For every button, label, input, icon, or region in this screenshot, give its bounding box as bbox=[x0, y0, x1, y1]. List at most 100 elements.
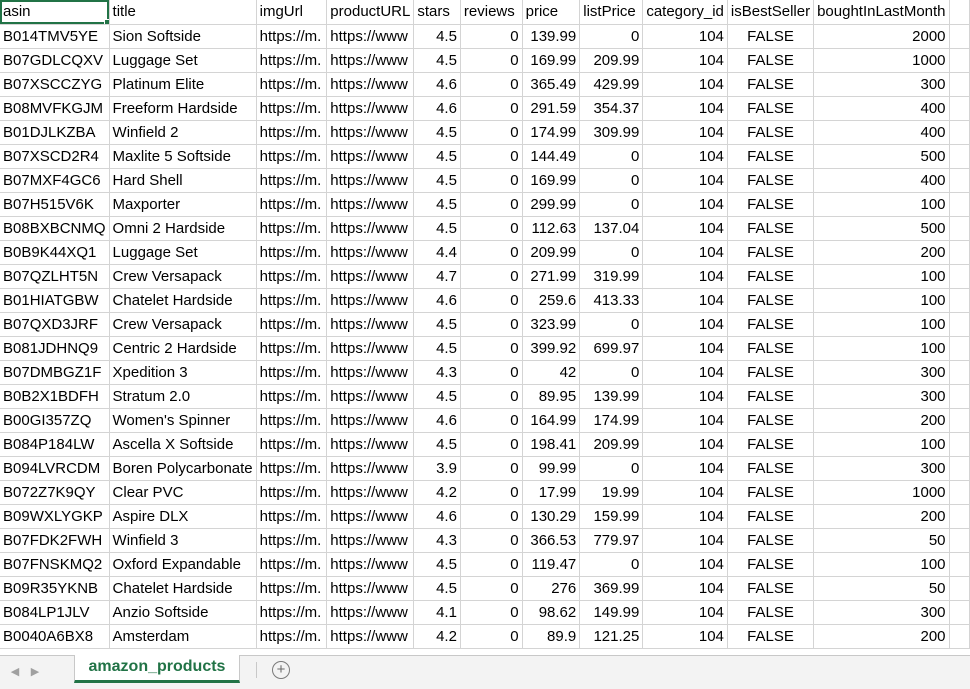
cell-list-price[interactable]: 413.33 bbox=[579, 288, 644, 313]
cell-bought-in-last-month[interactable]: 300 bbox=[813, 360, 950, 385]
cell-bought-in-last-month[interactable]: 200 bbox=[813, 504, 950, 529]
cell-reviews[interactable]: 0 bbox=[460, 288, 523, 313]
cell-category-id[interactable]: 104 bbox=[642, 24, 728, 49]
cell-category-id[interactable]: 104 bbox=[642, 144, 728, 169]
cell-title[interactable]: Oxford Expandable bbox=[109, 552, 257, 577]
empty-cell[interactable] bbox=[949, 96, 970, 121]
cell-asin[interactable]: B01DJLKZBA bbox=[0, 120, 110, 145]
cell-img-url[interactable]: https://m. bbox=[256, 336, 328, 361]
cell-reviews[interactable]: 0 bbox=[460, 72, 523, 97]
cell-bought-in-last-month[interactable]: 1000 bbox=[813, 48, 950, 73]
cell-img-url[interactable]: https://m. bbox=[256, 24, 328, 49]
empty-cell[interactable] bbox=[949, 408, 970, 433]
cell-price[interactable]: 174.99 bbox=[522, 120, 581, 145]
cell-img-url[interactable]: https://m. bbox=[256, 504, 328, 529]
cell-img-url[interactable]: https://m. bbox=[256, 264, 328, 289]
cell-stars[interactable]: 4.7 bbox=[413, 264, 461, 289]
cell-price[interactable]: 169.99 bbox=[522, 48, 581, 73]
cell-product-url[interactable]: https://www bbox=[326, 528, 415, 553]
cell-product-url[interactable]: https://www bbox=[326, 336, 415, 361]
cell-stars[interactable]: 4.5 bbox=[413, 120, 461, 145]
cell-list-price[interactable]: 159.99 bbox=[579, 504, 644, 529]
cell-title[interactable]: Chatelet Hardside bbox=[109, 288, 257, 313]
cell-category-id[interactable]: 104 bbox=[642, 384, 728, 409]
cell-list-price[interactable]: 779.97 bbox=[579, 528, 644, 553]
header-cell-reviews[interactable]: reviews bbox=[460, 0, 523, 25]
cell-product-url[interactable]: https://www bbox=[326, 264, 415, 289]
cell-reviews[interactable]: 0 bbox=[460, 408, 523, 433]
cell-category-id[interactable]: 104 bbox=[642, 408, 728, 433]
cell-title[interactable]: Winfield 2 bbox=[109, 120, 257, 145]
cell-img-url[interactable]: https://m. bbox=[256, 72, 328, 97]
cell-category-id[interactable]: 104 bbox=[642, 72, 728, 97]
cell-bought-in-last-month[interactable]: 300 bbox=[813, 384, 950, 409]
cell-bought-in-last-month[interactable]: 500 bbox=[813, 144, 950, 169]
cell-title[interactable]: Women's Spinner bbox=[109, 408, 257, 433]
cell-category-id[interactable]: 104 bbox=[642, 336, 728, 361]
cell-asin[interactable]: B07H515V6K bbox=[0, 192, 110, 217]
cell-product-url[interactable]: https://www bbox=[326, 192, 415, 217]
cell-bought-in-last-month[interactable]: 2000 bbox=[813, 24, 950, 49]
cell-bought-in-last-month[interactable]: 100 bbox=[813, 192, 950, 217]
cell-list-price[interactable]: 369.99 bbox=[579, 576, 644, 601]
cell-img-url[interactable]: https://m. bbox=[256, 576, 328, 601]
cell-reviews[interactable]: 0 bbox=[460, 432, 523, 457]
cell-img-url[interactable]: https://m. bbox=[256, 552, 328, 577]
cell-is-best-seller[interactable]: FALSE bbox=[727, 48, 815, 73]
cell-is-best-seller[interactable]: FALSE bbox=[727, 456, 815, 481]
cell-asin[interactable]: B07QZLHT5N bbox=[0, 264, 110, 289]
cell-asin[interactable]: B07FDK2FWH bbox=[0, 528, 110, 553]
cell-img-url[interactable]: https://m. bbox=[256, 48, 328, 73]
empty-cell[interactable] bbox=[949, 432, 970, 457]
cell-product-url[interactable]: https://www bbox=[326, 48, 415, 73]
cell-stars[interactable]: 4.5 bbox=[413, 336, 461, 361]
cell-stars[interactable]: 4.5 bbox=[413, 384, 461, 409]
cell-asin[interactable]: B0B2X1BDFH bbox=[0, 384, 110, 409]
cell-reviews[interactable]: 0 bbox=[460, 384, 523, 409]
cell-bought-in-last-month[interactable]: 100 bbox=[813, 552, 950, 577]
empty-cell[interactable] bbox=[949, 288, 970, 313]
empty-cell[interactable] bbox=[949, 360, 970, 385]
cell-asin[interactable]: B09R35YKNB bbox=[0, 576, 110, 601]
cell-price[interactable]: 323.99 bbox=[522, 312, 581, 337]
cell-price[interactable]: 89.95 bbox=[522, 384, 581, 409]
cell-price[interactable]: 276 bbox=[522, 576, 581, 601]
cell-price[interactable]: 198.41 bbox=[522, 432, 581, 457]
cell-title[interactable]: Amsterdam bbox=[109, 624, 257, 649]
cell-is-best-seller[interactable]: FALSE bbox=[727, 168, 815, 193]
cell-category-id[interactable]: 104 bbox=[642, 456, 728, 481]
cell-is-best-seller[interactable]: FALSE bbox=[727, 432, 815, 457]
cell-product-url[interactable]: https://www bbox=[326, 24, 415, 49]
cell-reviews[interactable]: 0 bbox=[460, 600, 523, 625]
cell-product-url[interactable]: https://www bbox=[326, 96, 415, 121]
cell-bought-in-last-month[interactable]: 200 bbox=[813, 408, 950, 433]
empty-cell[interactable] bbox=[949, 576, 970, 601]
sheet-tab-amazon-products[interactable]: amazon_products bbox=[74, 655, 240, 683]
cell-list-price[interactable]: 149.99 bbox=[579, 600, 644, 625]
cell-stars[interactable]: 4.1 bbox=[413, 600, 461, 625]
cell-asin[interactable]: B01HIATGBW bbox=[0, 288, 110, 313]
cell-stars[interactable]: 4.6 bbox=[413, 408, 461, 433]
empty-cell[interactable] bbox=[949, 480, 970, 505]
cell-reviews[interactable]: 0 bbox=[460, 264, 523, 289]
cell-img-url[interactable]: https://m. bbox=[256, 240, 328, 265]
cell-price[interactable]: 99.99 bbox=[522, 456, 581, 481]
cell-product-url[interactable]: https://www bbox=[326, 600, 415, 625]
cell-title[interactable]: Maxporter bbox=[109, 192, 257, 217]
cell-img-url[interactable]: https://m. bbox=[256, 624, 328, 649]
header-cell-stars[interactable]: stars bbox=[413, 0, 461, 25]
fill-handle[interactable] bbox=[103, 18, 109, 23]
cell-is-best-seller[interactable]: FALSE bbox=[727, 336, 815, 361]
cell-is-best-seller[interactable]: FALSE bbox=[727, 480, 815, 505]
cell-img-url[interactable]: https://m. bbox=[256, 480, 328, 505]
cell-stars[interactable]: 4.6 bbox=[413, 504, 461, 529]
cell-is-best-seller[interactable]: FALSE bbox=[727, 528, 815, 553]
cell-stars[interactable]: 3.9 bbox=[413, 456, 461, 481]
header-cell-product-url[interactable]: productURL bbox=[326, 0, 415, 25]
cell-title[interactable]: Stratum 2.0 bbox=[109, 384, 257, 409]
scroll-tabs-right-icon[interactable]: ▶ bbox=[30, 666, 40, 678]
cell-is-best-seller[interactable]: FALSE bbox=[727, 384, 815, 409]
cell-stars[interactable]: 4.3 bbox=[413, 360, 461, 385]
cell-price[interactable]: 209.99 bbox=[522, 240, 581, 265]
cell-bought-in-last-month[interactable]: 300 bbox=[813, 600, 950, 625]
